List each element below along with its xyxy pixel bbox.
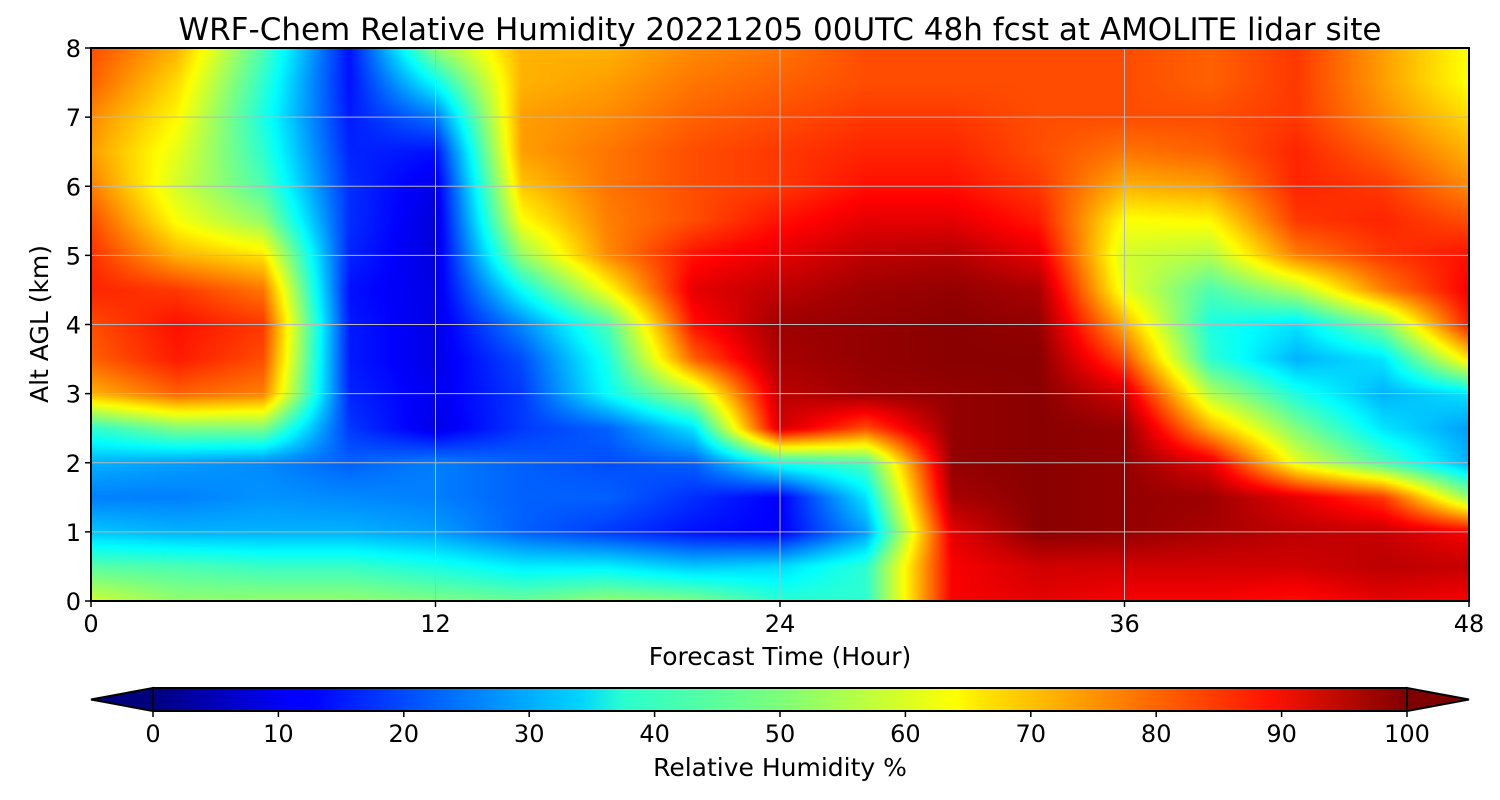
colorbar-tick-label: 80 xyxy=(1141,720,1172,748)
colorbar-gradient xyxy=(153,688,1407,711)
y-tick-label: 8 xyxy=(66,35,81,63)
x-axis-label: Forecast Time (Hour) xyxy=(649,642,912,671)
y-tick-label: 6 xyxy=(66,173,81,201)
y-axis-label: Alt AGL (km) xyxy=(25,245,54,403)
colorbar-label: Relative Humidity % xyxy=(653,753,907,782)
colorbar-tick-label: 40 xyxy=(639,720,670,748)
colorbar-ticks: 0 10 20 30 40 50 60 70 80 90 100 xyxy=(145,711,1430,748)
y-tick-label: 1 xyxy=(66,519,81,547)
colorbar-max-extension xyxy=(1406,686,1470,713)
colorbar-tick-label: 90 xyxy=(1266,720,1297,748)
colorbar-tick-label: 20 xyxy=(389,720,420,748)
colorbar: 0 10 20 30 40 50 60 70 80 90 100 Relative Humidity… xyxy=(90,686,1470,782)
y-axis-ticks: 0 1 2 3 4 5 6 7 8 xyxy=(66,35,91,616)
colorbar-tick-label: 100 xyxy=(1384,720,1430,748)
colorbar-tick-label: 0 xyxy=(145,720,160,748)
colorbar-tick-label: 30 xyxy=(514,720,545,748)
x-tick-label: 24 xyxy=(765,610,796,638)
y-tick-label: 2 xyxy=(66,450,81,478)
x-axis-ticks: 0 12 24 36 48 xyxy=(83,601,1484,638)
x-tick-label: 48 xyxy=(1454,610,1485,638)
plot-area xyxy=(90,47,1470,602)
colorbar-tick-label: 70 xyxy=(1016,720,1047,748)
colorbar-tick-label: 60 xyxy=(890,720,921,748)
colorbar-tick-label: 10 xyxy=(263,720,294,748)
chart-title: WRF-Chem Relative Humidity 20221205 00UT… xyxy=(178,12,1381,48)
x-tick-label: 12 xyxy=(420,610,451,638)
x-tick-label: 0 xyxy=(83,610,98,638)
y-tick-label: 0 xyxy=(66,588,81,616)
colorbar-min-extension xyxy=(90,686,154,713)
y-tick-label: 7 xyxy=(66,104,81,132)
x-tick-label: 36 xyxy=(1109,610,1140,638)
y-tick-label: 5 xyxy=(66,242,81,270)
y-tick-label: 4 xyxy=(66,312,81,340)
y-tick-label: 3 xyxy=(66,381,81,409)
colorbar-tick-label: 50 xyxy=(765,720,796,748)
